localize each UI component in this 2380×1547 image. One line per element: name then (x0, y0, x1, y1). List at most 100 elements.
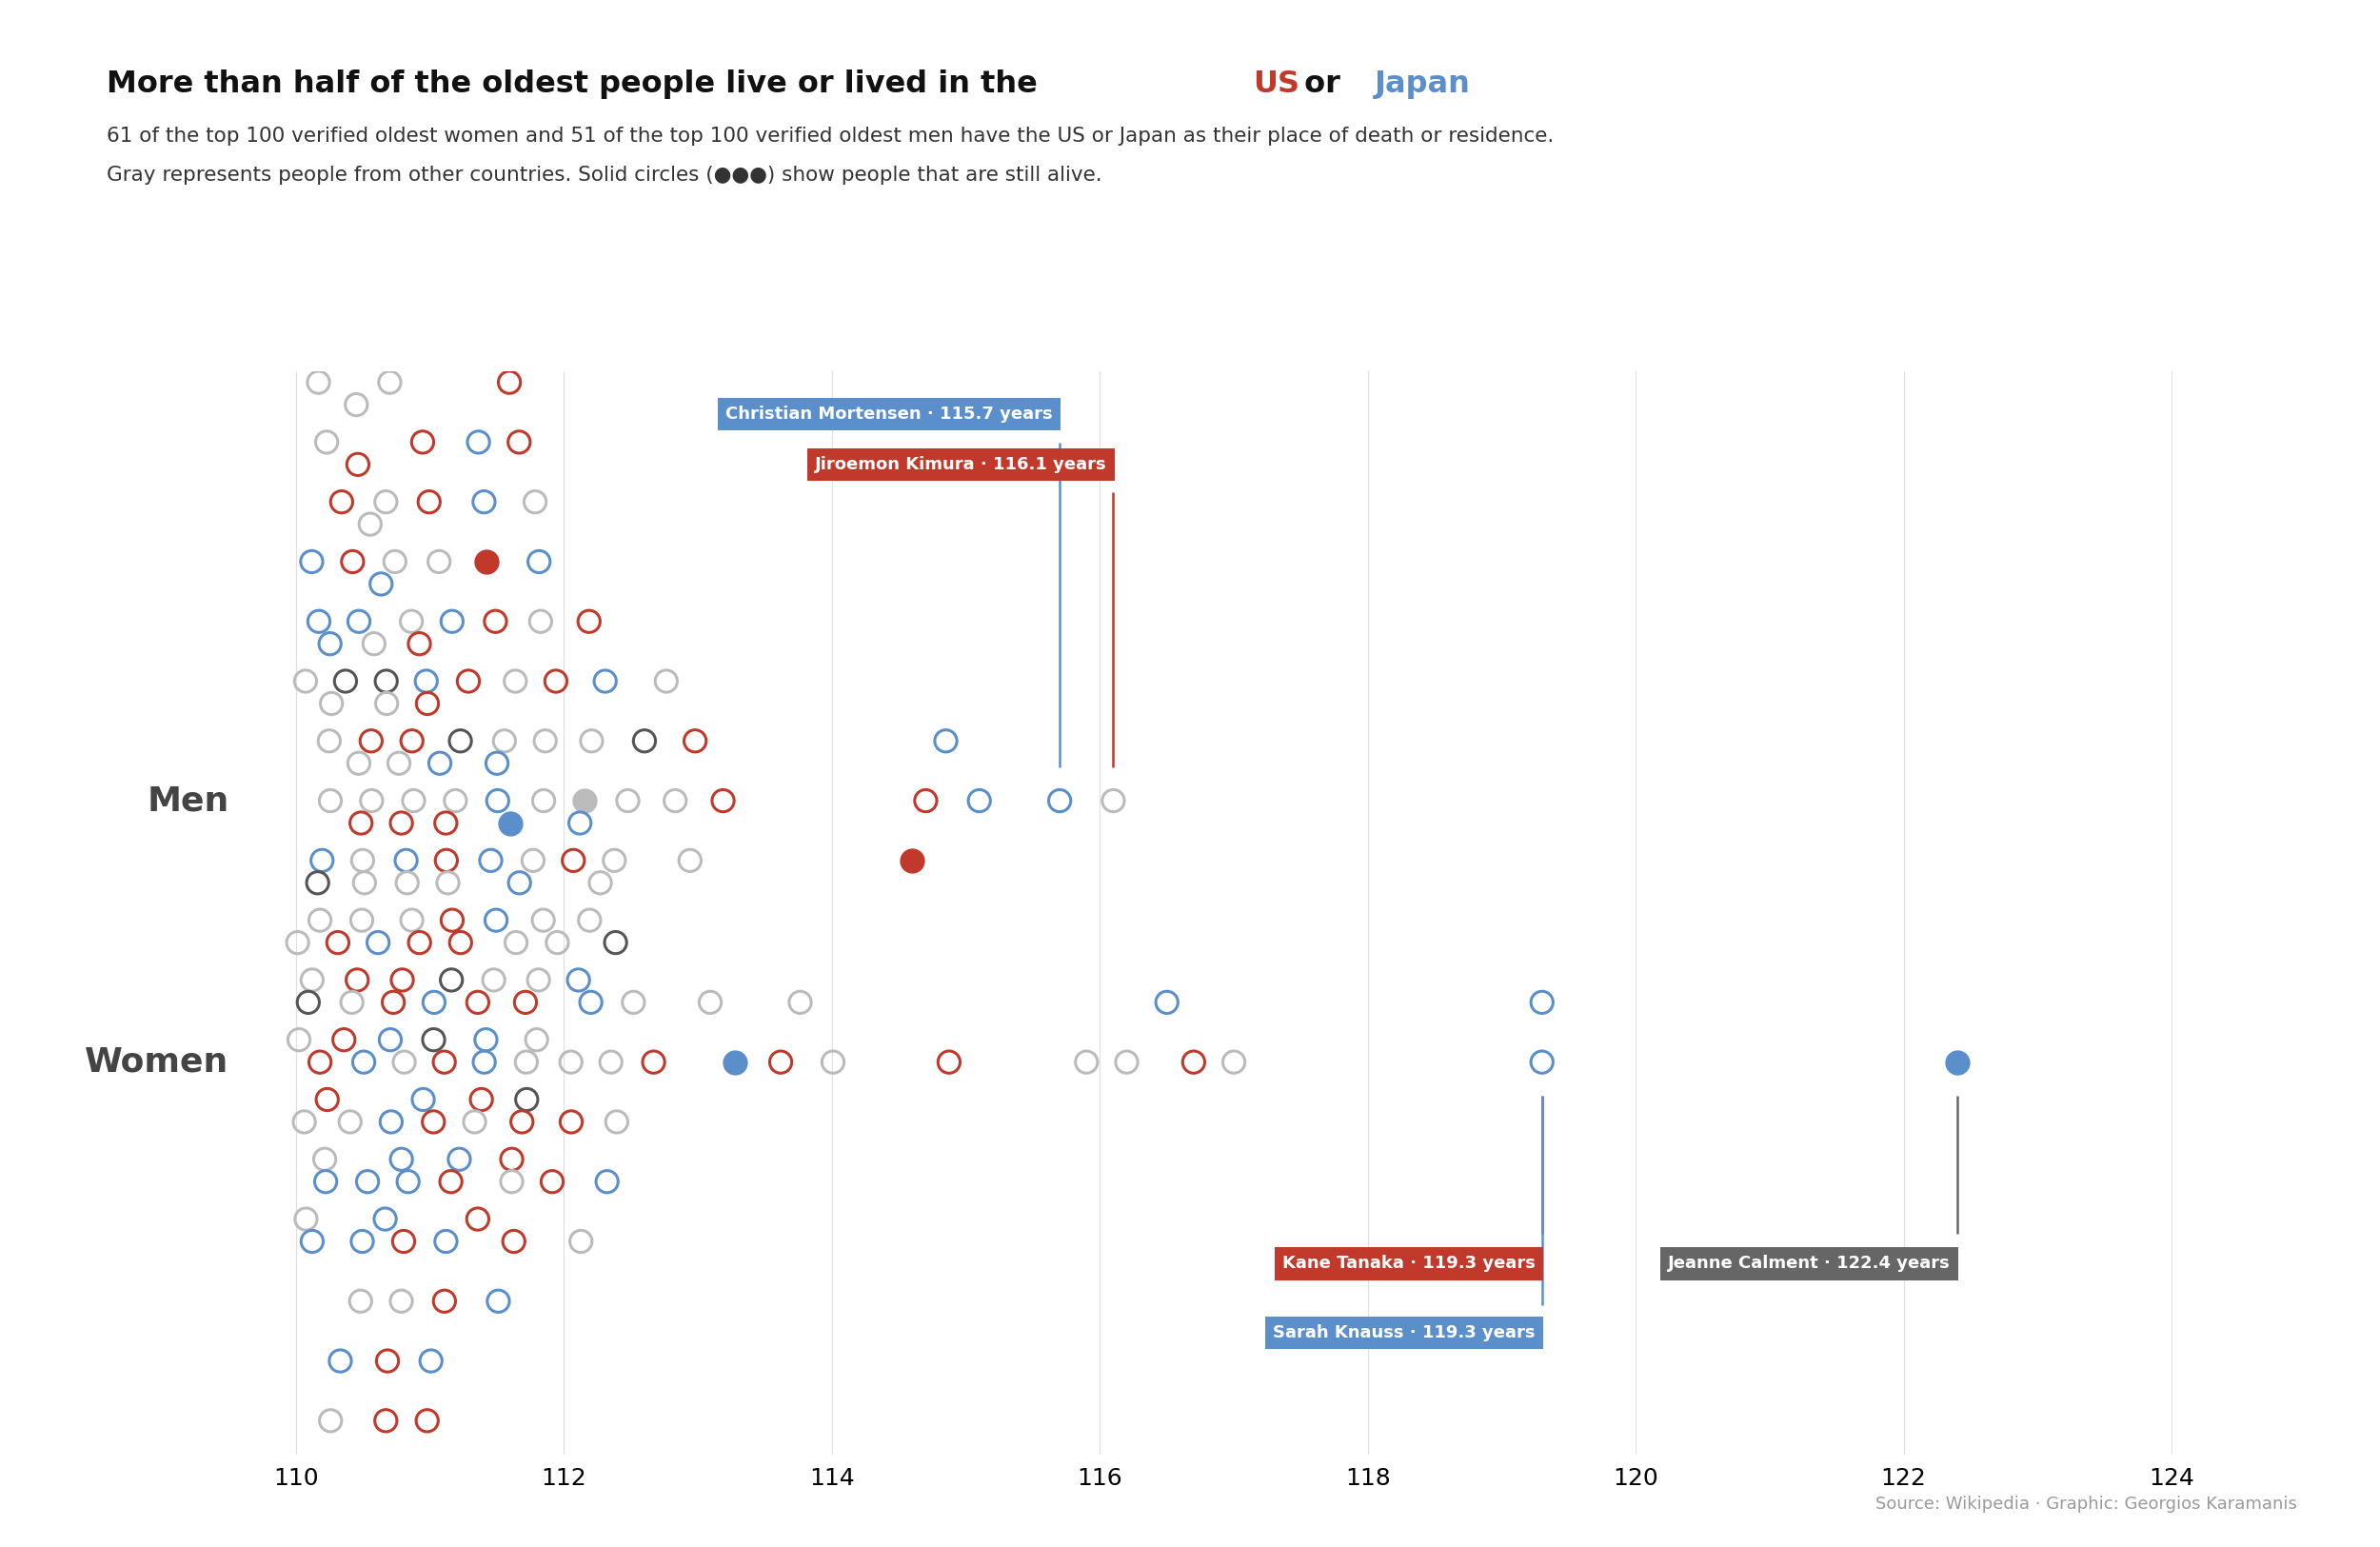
Point (393, 610, 431, 634)
Point (571, 610, 609, 634)
Point (293, 967, 331, 992)
Point (476, 610, 514, 634)
Text: or: or (1295, 70, 1352, 99)
Point (300, 908, 338, 933)
Point (526, 729, 564, 753)
Point (383, 1289, 421, 1313)
Point (1523, 990, 1561, 1015)
Point (1095, 789, 1133, 814)
Point (716, 1050, 754, 1075)
Point (305, 1146, 343, 1171)
Point (907, 789, 945, 814)
Point (426, 1228, 464, 1253)
Point (343, 811, 381, 835)
Point (405, 1088, 443, 1112)
Text: Japan: Japan (1373, 70, 1471, 99)
Point (278, 930, 317, 954)
Point (1176, 1050, 1214, 1075)
Point (414, 1109, 452, 1134)
Point (519, 549, 557, 574)
Point (571, 990, 609, 1015)
Point (371, 1027, 409, 1052)
Point (490, 370, 528, 394)
Point (462, 1088, 500, 1112)
Point (1107, 1050, 1145, 1075)
Point (597, 930, 635, 954)
Point (762, 1050, 800, 1075)
Point (521, 610, 559, 634)
Point (374, 990, 412, 1015)
Point (367, 489, 405, 514)
Point (331, 1109, 369, 1134)
Point (433, 967, 471, 992)
Point (571, 908, 609, 933)
Point (345, 1050, 383, 1075)
Point (814, 1050, 852, 1075)
Point (312, 789, 350, 814)
Point (288, 1207, 326, 1231)
Point (459, 1207, 497, 1231)
Point (331, 1468, 369, 1493)
Point (352, 789, 390, 814)
Text: Source: Wikipedia · Graphic: Georgios Karamanis: Source: Wikipedia · Graphic: Georgios Ka… (1875, 1496, 2297, 1513)
Point (635, 1050, 674, 1075)
Point (593, 1050, 631, 1075)
Point (433, 610, 471, 634)
Point (367, 668, 405, 693)
Point (626, 729, 664, 753)
Text: Jeanne Calment · 122.4 years: Jeanne Calment · 122.4 years (1668, 1255, 1952, 1272)
Point (338, 393, 376, 418)
Point (409, 692, 447, 716)
Point (281, 1027, 319, 1052)
Point (343, 908, 381, 933)
Point (495, 1228, 533, 1253)
Point (300, 1050, 338, 1075)
Point (516, 489, 555, 514)
Point (1214, 1050, 1252, 1075)
Point (597, 1109, 635, 1134)
Point (486, 729, 524, 753)
Point (490, 811, 528, 835)
Point (585, 668, 624, 693)
Point (293, 549, 331, 574)
Text: Women: Women (86, 1046, 228, 1078)
Point (298, 871, 336, 896)
Point (376, 1468, 414, 1493)
Point (892, 848, 931, 873)
Point (388, 1170, 426, 1194)
Point (312, 631, 350, 656)
Point (340, 750, 378, 775)
Point (552, 1109, 590, 1134)
Point (347, 1170, 386, 1194)
Point (459, 430, 497, 455)
Point (514, 848, 552, 873)
Point (657, 789, 695, 814)
Point (428, 848, 466, 873)
Point (426, 1050, 464, 1075)
Text: 61 of the top 100 verified oldest women and 51 of the top 100 verified oldest me: 61 of the top 100 verified oldest women … (107, 127, 1554, 145)
Point (407, 668, 445, 693)
Point (500, 430, 538, 455)
Point (319, 930, 357, 954)
Point (386, 1050, 424, 1075)
Point (367, 1207, 405, 1231)
Point (345, 871, 383, 896)
Point (533, 1170, 571, 1194)
Point (609, 789, 647, 814)
Text: Kane Tanaka · 119.3 years: Kane Tanaka · 119.3 years (1283, 1255, 1535, 1272)
Point (464, 489, 502, 514)
Point (1040, 789, 1078, 814)
Point (321, 1349, 359, 1374)
Point (559, 967, 597, 992)
Point (419, 549, 457, 574)
Point (414, 990, 452, 1015)
Point (524, 789, 562, 814)
Point (412, 1349, 450, 1374)
Text: Sarah Knauss · 119.3 years: Sarah Knauss · 119.3 years (1273, 1324, 1535, 1341)
Point (471, 848, 509, 873)
Point (781, 990, 819, 1015)
Text: Men: Men (148, 784, 228, 817)
Point (478, 789, 516, 814)
Point (476, 908, 514, 933)
Point (690, 990, 728, 1015)
